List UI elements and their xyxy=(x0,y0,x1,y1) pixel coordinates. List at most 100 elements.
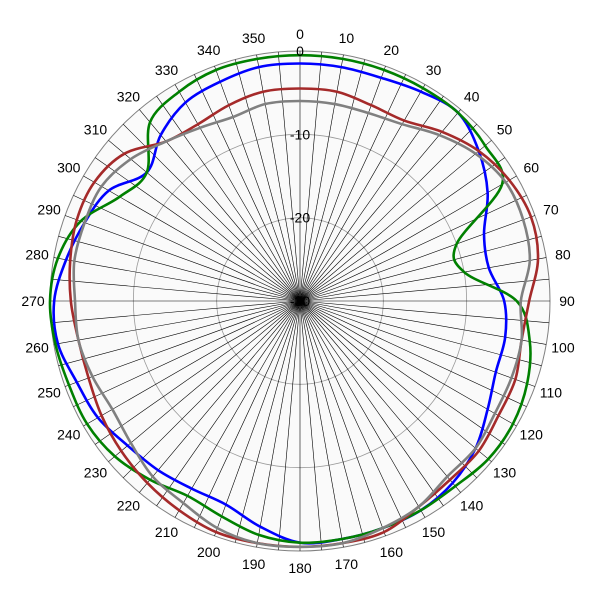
grid-spoke xyxy=(95,300,301,445)
grid-spoke xyxy=(277,300,301,551)
grid-spoke xyxy=(73,195,301,302)
grid-spoke xyxy=(139,300,301,493)
angle-tick-label: 120 xyxy=(520,427,544,443)
grid-spoke xyxy=(256,300,301,548)
angle-tick-label: 200 xyxy=(197,544,221,560)
grid-spoke xyxy=(123,124,301,302)
grid-spoke xyxy=(299,300,344,548)
grid-spoke xyxy=(123,300,301,478)
angle-tick-label: 210 xyxy=(155,524,179,540)
grid-spoke xyxy=(299,236,542,302)
grid-spoke xyxy=(299,195,527,302)
grid-spoke xyxy=(299,157,505,302)
angle-tick-label: 240 xyxy=(57,427,81,443)
radial-tick-label: 0 xyxy=(296,43,304,59)
grid-spoke xyxy=(299,215,536,302)
grid-spoke xyxy=(299,109,461,302)
grid-spoke xyxy=(299,300,527,407)
angle-tick-label: 310 xyxy=(84,121,108,137)
radial-tick-label: -20 xyxy=(290,210,310,226)
grid-spoke xyxy=(156,300,301,506)
grid-spoke xyxy=(64,215,301,302)
angle-tick-label: 350 xyxy=(242,30,266,46)
grid-spoke xyxy=(50,278,301,302)
angle-tick-label: 30 xyxy=(426,62,442,78)
grid-spoke xyxy=(83,300,301,427)
series-line xyxy=(48,53,532,545)
angle-tick-label: 60 xyxy=(523,160,539,176)
angle-tick-label: 160 xyxy=(380,544,404,560)
angle-tick-label: 40 xyxy=(464,88,480,104)
grid-spoke xyxy=(156,96,301,302)
angle-tick-label: 250 xyxy=(37,384,61,400)
series-line xyxy=(72,99,532,549)
grid-spoke xyxy=(299,300,492,462)
angle-tick-label: 90 xyxy=(559,293,575,309)
grid-spoke xyxy=(299,257,547,302)
grid-spoke xyxy=(174,300,301,518)
grid-spoke xyxy=(299,300,550,324)
grid-spoke xyxy=(299,300,461,493)
grid-spoke xyxy=(108,300,301,462)
grid-spoke xyxy=(235,300,301,543)
grid-spoke xyxy=(108,140,301,302)
grid-spoke xyxy=(174,84,301,302)
angle-tick-label: 50 xyxy=(497,121,513,137)
angle-tick-label: 170 xyxy=(335,556,359,572)
angle-tick-label: 130 xyxy=(493,465,517,481)
grid-spoke xyxy=(299,300,477,478)
grid-spoke xyxy=(73,300,301,407)
grid-spoke xyxy=(299,300,365,543)
angle-tick-label: 290 xyxy=(37,202,61,218)
angle-tick-label: 340 xyxy=(197,42,221,58)
grid-spoke xyxy=(299,96,444,302)
grid-spoke xyxy=(299,300,406,528)
grid-spoke xyxy=(214,300,301,537)
angle-tick-label: 220 xyxy=(117,498,141,514)
grid-spoke xyxy=(194,300,301,528)
grid-spoke xyxy=(299,59,365,302)
angle-tick-label: 80 xyxy=(555,247,571,263)
angle-tick-label: 280 xyxy=(25,247,49,263)
angle-tick-label: 10 xyxy=(339,30,355,46)
grid-spoke xyxy=(194,74,301,302)
series-lines xyxy=(48,53,540,549)
grid-spoke xyxy=(299,124,477,302)
grid-spoke xyxy=(299,300,323,551)
angle-tick-label: 0 xyxy=(296,26,304,42)
grid-spoke xyxy=(256,54,301,302)
grid-spoke xyxy=(299,300,444,506)
grid-spoke xyxy=(53,257,301,302)
grid-spoke xyxy=(299,175,517,302)
angle-tick-label: 320 xyxy=(117,88,141,104)
angle-tick-label: 150 xyxy=(422,524,446,540)
angle-tick-label: 330 xyxy=(155,62,179,78)
grid-spoke xyxy=(299,140,492,302)
angle-tick-label: 260 xyxy=(25,339,49,355)
angle-tick-label: 180 xyxy=(288,560,312,576)
grid-spoke xyxy=(299,300,426,518)
grid-spoke xyxy=(299,300,517,427)
grid-spoke xyxy=(299,54,344,302)
grid-spoke xyxy=(235,59,301,302)
grid-spoke xyxy=(50,300,301,324)
angle-tick-label: 230 xyxy=(84,465,108,481)
grid-spoke xyxy=(299,278,550,302)
grid-spoke xyxy=(64,300,301,387)
grid-spoke xyxy=(58,300,301,366)
grid-spoke xyxy=(299,300,505,445)
angular-tick-labels: 0 10 20 30 40 50 60 70 80 90 100 110 120 130 140 150 160… xyxy=(21,26,575,576)
radial-tick-label: -30 xyxy=(290,293,310,309)
grid-spoke xyxy=(299,51,323,302)
angle-tick-label: 70 xyxy=(543,202,559,218)
grid-spoke xyxy=(299,300,386,537)
grid-spoke xyxy=(277,51,301,302)
radial-tick-label: -10 xyxy=(290,126,310,142)
angle-tick-label: 110 xyxy=(540,384,563,400)
angle-tick-label: 270 xyxy=(21,293,45,309)
grid-spoke xyxy=(53,300,301,345)
grid-spoke xyxy=(58,236,301,302)
angle-tick-label: 100 xyxy=(551,339,575,355)
angle-tick-label: 140 xyxy=(460,498,484,514)
